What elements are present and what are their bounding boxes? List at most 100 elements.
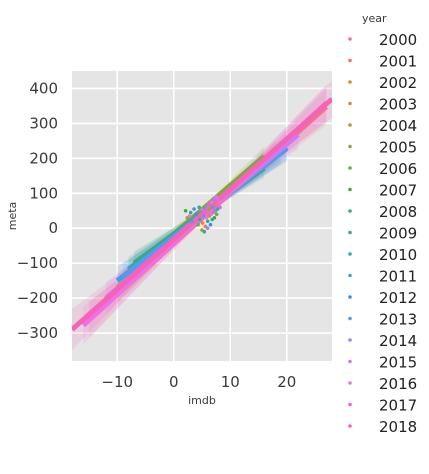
legend-label: 2010 [379, 246, 417, 264]
legend-item: 2014 [348, 332, 417, 350]
legend-title: year [362, 12, 387, 25]
data-point [219, 196, 224, 201]
legend-item: 2010 [348, 246, 417, 264]
data-point [202, 229, 207, 234]
legend: year 2000 2001 2002 2003 2004 2005 2006 2007 200… [348, 12, 417, 436]
data-point [204, 215, 209, 220]
data-point [205, 205, 209, 210]
legend-marker [348, 166, 352, 170]
legend-marker [348, 359, 352, 364]
legend-item: 2007 [348, 182, 417, 200]
legend-label: 2003 [379, 96, 417, 114]
y-tick-label: 0 [48, 219, 58, 237]
data-point [208, 222, 213, 227]
y-tick-label: 300 [29, 114, 58, 132]
legend-label: 2001 [379, 53, 417, 71]
y-axis-ticks: −300 −200 −100 0 100 200 300 400 [17, 79, 58, 342]
x-axis-ticks: −10 0 10 20 [101, 373, 296, 391]
data-point [206, 201, 211, 206]
data-point [218, 205, 222, 210]
y-tick-label: 100 [29, 184, 58, 202]
legend-marker [348, 123, 352, 127]
legend-item: 2002 [348, 74, 417, 92]
legend-item: 2003 [348, 96, 417, 114]
legend-label: 2000 [379, 31, 417, 49]
legend-marker [348, 273, 352, 278]
legend-item: 2000 [348, 31, 417, 49]
x-axis-label: imdb [188, 394, 216, 407]
legend-item: 2009 [348, 225, 417, 243]
legend-label: 2014 [379, 332, 417, 350]
data-point [206, 210, 211, 215]
x-tick-label: −10 [101, 373, 133, 391]
legend-marker [348, 58, 352, 63]
legend-marker [348, 402, 352, 407]
legend-marker [348, 187, 352, 192]
y-tick-label: 400 [29, 79, 58, 97]
legend-item: 2006 [348, 160, 417, 178]
x-tick-label: 20 [277, 373, 296, 391]
data-point [190, 219, 194, 224]
data-point [187, 214, 192, 218]
legend-label: 2016 [379, 375, 417, 393]
legend-label: 2017 [379, 397, 417, 415]
legend-item: 2016 [348, 375, 417, 393]
regression-line [72, 97, 332, 332]
legend-marker [348, 209, 352, 213]
data-point [188, 210, 193, 215]
data-point [197, 217, 202, 222]
y-tick-label: −200 [17, 289, 58, 307]
legend-label: 2013 [379, 311, 417, 329]
legend-item: 2008 [348, 203, 417, 221]
legend-marker [348, 230, 352, 235]
y-tick-label: −300 [17, 324, 58, 342]
data-point [215, 201, 220, 206]
y-axis-label: meta [6, 202, 19, 231]
data-point [214, 194, 218, 199]
grid-lines [72, 71, 332, 361]
data-point [205, 226, 210, 231]
legend-marker [348, 252, 352, 256]
legend-label: 2011 [379, 268, 417, 286]
x-tick-label: 10 [221, 373, 240, 391]
data-points [183, 194, 224, 234]
legend-item: 2011 [348, 268, 417, 286]
legend-label: 2012 [379, 289, 417, 307]
data-point [209, 200, 214, 204]
data-point [200, 221, 205, 225]
legend-item: 2015 [348, 354, 417, 372]
legend-marker [348, 101, 352, 106]
data-point [203, 208, 207, 213]
legend-label: 2006 [379, 160, 417, 178]
legend-item: 2018 [348, 418, 417, 436]
legend-item: 2005 [348, 139, 417, 157]
legend-item: 2017 [348, 397, 417, 415]
legend-item: 2001 [348, 53, 417, 71]
x-tick-label: 0 [169, 373, 179, 391]
legend-item: 2013 [348, 311, 417, 329]
legend-label: 2018 [379, 418, 417, 436]
legend-label: 2004 [379, 117, 417, 135]
legend-marker [348, 316, 352, 321]
legend-label: 2007 [379, 182, 417, 200]
data-point [194, 212, 199, 217]
legend-item: 2004 [348, 117, 417, 135]
y-tick-label: −100 [17, 254, 58, 272]
legend-marker [348, 338, 352, 342]
data-point [196, 222, 200, 227]
legend-label: 2015 [379, 354, 417, 372]
legend-marker [348, 424, 352, 428]
data-point [214, 212, 219, 217]
legend-marker [348, 381, 352, 385]
data-point [201, 214, 206, 218]
legend-marker [348, 80, 352, 84]
data-point [212, 215, 217, 220]
data-point [205, 219, 210, 224]
legend-label: 2008 [379, 203, 417, 221]
data-point [208, 207, 212, 211]
legend-label: 2002 [379, 74, 417, 92]
legend-marker [348, 144, 352, 149]
legend-marker [348, 295, 352, 299]
data-point [197, 205, 201, 210]
